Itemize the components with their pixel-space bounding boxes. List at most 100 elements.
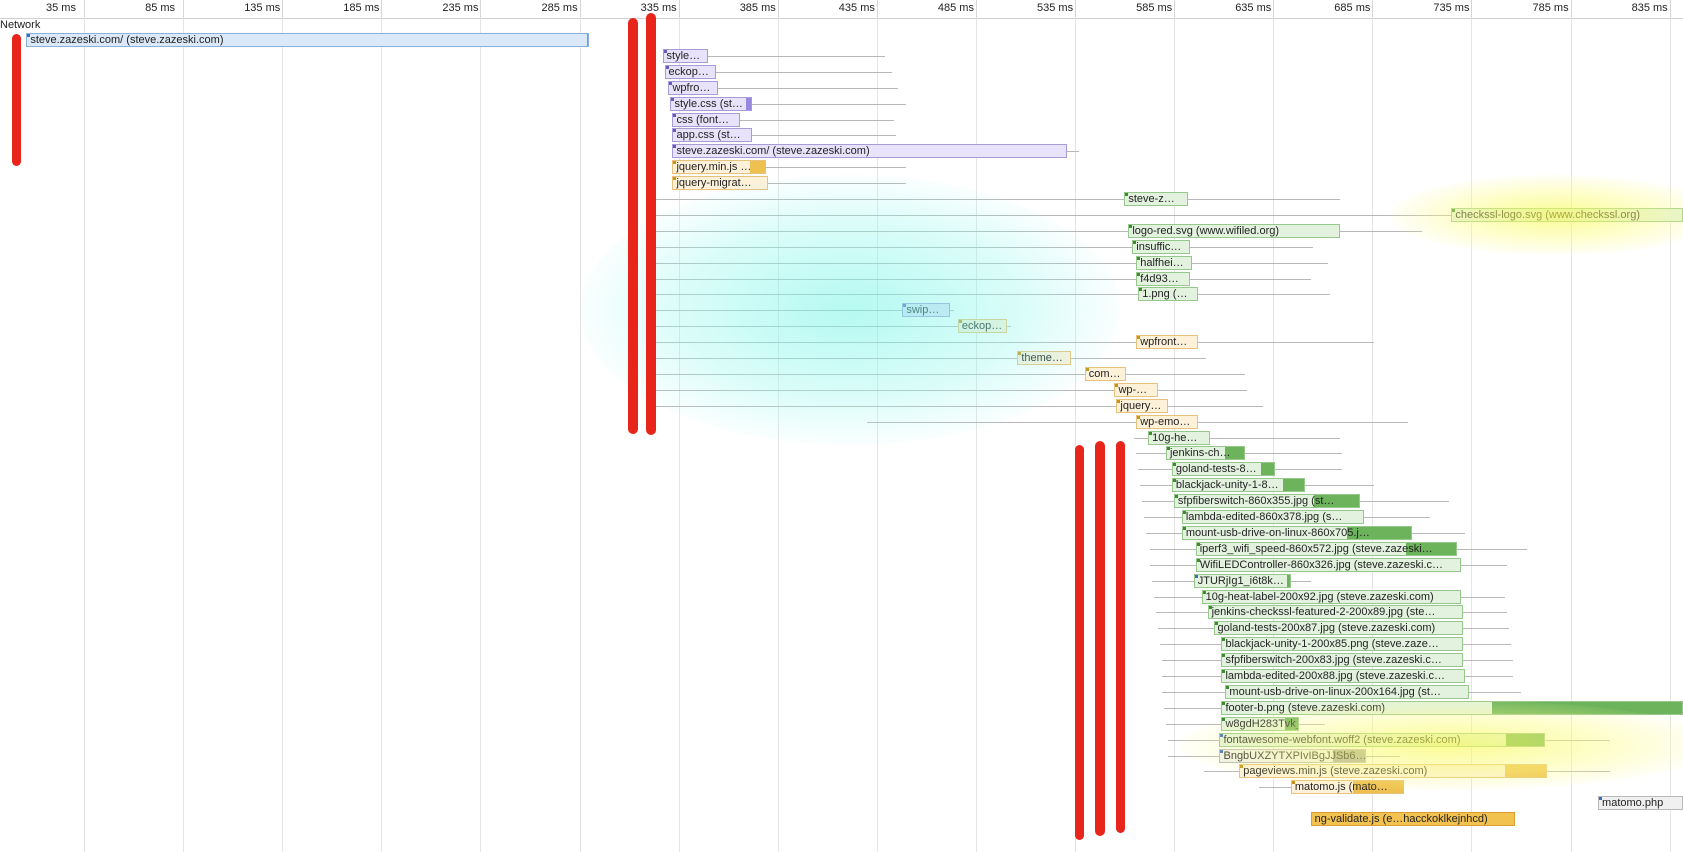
request-start-marker — [673, 161, 677, 164]
request-label: logo-red.svg (www.wifiled.org) — [1132, 225, 1280, 237]
network-request-bar[interactable]: mount-usb-drive-on-linux-860x705.j… — [1181, 526, 1412, 540]
network-request-bar[interactable]: goland-tests-200x87.jpg (steve.zazeski.c… — [1213, 621, 1464, 635]
network-request-bar[interactable]: lambda-edited-200x88.jpg (steve.zazeski.… — [1221, 669, 1466, 683]
request-start-marker — [1125, 193, 1129, 196]
network-request-bar[interactable]: style… — [662, 49, 709, 63]
request-start-marker — [663, 50, 667, 53]
network-request-bar[interactable]: sfpfiberswitch-200x83.jpg (steve.zazeski… — [1221, 653, 1464, 667]
network-request-bar[interactable]: wpfront… — [1136, 335, 1198, 349]
network-request-bar[interactable]: steve.zazeski.com/ (steve.zazeski.com) — [672, 144, 1067, 158]
network-request-bar[interactable]: goland-tests-8… — [1171, 462, 1275, 476]
request-start-marker — [1139, 288, 1143, 291]
time-tick-mark — [678, 0, 680, 18]
network-request-bar[interactable]: JTURjIg1_i6t8k… — [1193, 574, 1291, 588]
time-tick-mark — [975, 0, 977, 18]
time-tick-mark — [1174, 0, 1176, 18]
request-start-marker — [1172, 479, 1176, 482]
time-tick-mark — [1075, 0, 1076, 18]
request-whisker — [668, 88, 899, 89]
network-request-bar[interactable]: insuffic… — [1132, 240, 1190, 254]
request-label: mount-usb-drive-on-linux-200x164.jpg (st… — [1229, 686, 1441, 698]
network-request-bar[interactable]: app.css (st… — [672, 128, 752, 142]
time-tick-mark — [1273, 0, 1275, 18]
network-request-bar[interactable]: jquery.min.js … — [672, 160, 766, 174]
request-label: wpfro… — [672, 82, 711, 94]
red-marker-6 — [1116, 441, 1125, 833]
time-tick-label: 35 ms — [46, 2, 76, 14]
request-label: blackjack-unity-1-200x85.png (steve.zaze… — [1225, 638, 1439, 650]
network-request-bar[interactable]: blackjack-unity-1-200x85.png (steve.zaze… — [1221, 637, 1464, 651]
request-whisker — [662, 56, 885, 57]
request-start-marker — [1174, 495, 1178, 498]
request-label: halfhei… — [1140, 257, 1184, 269]
network-request-bar[interactable]: steve.zazeski.com/ (steve.zazeski.com) — [26, 33, 590, 47]
request-label: eckop… — [668, 66, 709, 78]
grid-line — [1570, 18, 1572, 852]
network-request-bar[interactable]: sfpfiberswitch-860x355.jpg (st… — [1173, 494, 1361, 508]
network-request-bar[interactable]: ng-validate.js (e…hacckoklkejnhcd) — [1310, 812, 1515, 826]
red-marker-3 — [646, 13, 656, 435]
request-receive-segment — [587, 34, 589, 46]
request-whisker — [672, 120, 895, 121]
network-request-bar[interactable]: eckop… — [664, 65, 717, 79]
request-label: lambda-edited-860x378.jpg (s… — [1185, 511, 1343, 523]
network-request-bar[interactable]: css (font… — [672, 113, 740, 127]
network-request-bar[interactable]: blackjack-unity-1-8… — [1171, 478, 1305, 492]
network-request-bar[interactable]: jquery… — [1116, 399, 1168, 413]
network-request-bar[interactable]: matomo.php — [1598, 796, 1683, 810]
time-tick-label: 235 ms — [442, 2, 479, 14]
network-request-bar[interactable]: jenkins-checkssl-featured-2-200x89.jpg (… — [1207, 605, 1464, 619]
network-request-bar[interactable]: jquery-migrat… — [672, 176, 768, 190]
network-request-bar[interactable]: wpfro… — [668, 81, 719, 95]
network-request-bar[interactable]: halfhei… — [1136, 256, 1192, 270]
request-label: com… — [1088, 368, 1121, 380]
request-whisker — [1134, 438, 1341, 439]
time-tick-mark — [876, 0, 878, 18]
time-tick-label: 685 ms — [1334, 2, 1371, 14]
network-request-bar[interactable]: 1.png (… — [1138, 287, 1198, 301]
grid-line — [1372, 18, 1374, 852]
time-tick-label: 485 ms — [937, 2, 974, 14]
grid-line — [975, 18, 977, 852]
network-request-bar[interactable]: wp-emo… — [1136, 415, 1198, 429]
request-start-marker — [1115, 384, 1119, 387]
network-request-bar[interactable]: f4d93… — [1136, 272, 1190, 286]
network-request-bar[interactable]: mount-usb-drive-on-linux-200x164.jpg (st… — [1225, 685, 1470, 699]
request-start-marker — [1182, 527, 1186, 530]
request-label: wpfront… — [1140, 336, 1188, 348]
request-label: steve.zazeski.com/ (steve.zazeski.com) — [30, 34, 224, 46]
time-tick-label: 135 ms — [244, 2, 281, 14]
network-request-bar[interactable]: wp-… — [1114, 383, 1159, 397]
network-request-bar[interactable]: lambda-edited-860x378.jpg (s… — [1181, 510, 1365, 524]
network-request-bar[interactable]: 10g-he… — [1148, 431, 1210, 445]
cyan-highlight — [580, 175, 1120, 445]
request-label: 10g-heat-label-200x92.jpg (steve.zazeski… — [1205, 591, 1434, 603]
network-track-title[interactable]: Network — [0, 19, 41, 31]
network-request-bar[interactable]: style.css (st… — [670, 97, 752, 111]
network-request-bar[interactable]: logo-red.svg (www.wifiled.org) — [1128, 224, 1341, 238]
network-request-bar[interactable]: 10g-heat-label-200x92.jpg (steve.zazeski… — [1201, 590, 1462, 604]
request-label: wp-… — [1118, 384, 1148, 396]
time-ruler[interactable]: 35 ms 85 ms 135 ms 185 ms 235 ms 285 ms 335 ms… — [0, 0, 1683, 19]
request-receive-segment — [1282, 479, 1304, 491]
time-tick-label: 285 ms — [541, 2, 578, 14]
request-whisker — [672, 135, 897, 136]
network-request-bar[interactable]: steve-z… — [1124, 192, 1188, 206]
request-label: goland-tests-8… — [1175, 463, 1257, 475]
request-start-marker — [1137, 416, 1141, 419]
network-request-bar[interactable]: iperf3_wifi_speed-860x572.jpg (steve.zaz… — [1195, 542, 1458, 556]
request-start-marker — [1129, 225, 1133, 228]
time-tick-mark — [579, 0, 581, 18]
time-tick-label: 435 ms — [838, 2, 875, 14]
request-label: goland-tests-200x87.jpg (steve.zazeski.c… — [1217, 622, 1436, 634]
request-label: jquery-migrat… — [676, 177, 752, 189]
request-start-marker — [671, 98, 675, 101]
time-tick-label: 385 ms — [739, 2, 776, 14]
request-receive-segment — [745, 98, 751, 110]
request-start-marker — [1222, 702, 1226, 705]
request-receive-segment — [1311, 813, 1514, 825]
request-start-marker — [1196, 543, 1200, 546]
network-request-bar[interactable]: WifiLEDController-860x326.jpg (steve.zaz… — [1195, 558, 1462, 572]
request-start-marker — [1599, 797, 1603, 800]
network-request-bar[interactable]: jenkins-ch… — [1165, 446, 1246, 460]
